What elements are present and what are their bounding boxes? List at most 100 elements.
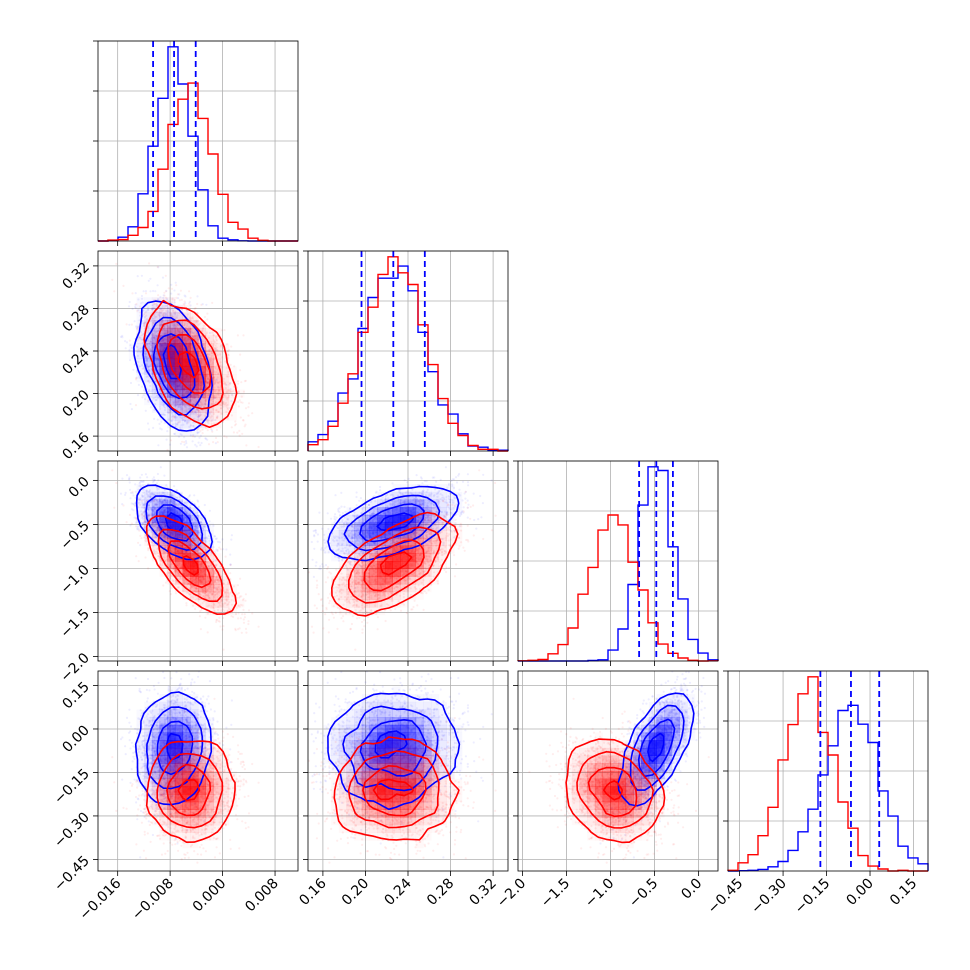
scatter-point bbox=[113, 290, 116, 293]
scatter-point bbox=[183, 393, 186, 396]
scatter-point bbox=[115, 262, 118, 265]
scatter-point bbox=[146, 367, 150, 370]
scatter-point bbox=[198, 355, 201, 358]
scatter-point bbox=[151, 346, 154, 349]
scatter-point bbox=[176, 401, 179, 404]
scatter-point bbox=[200, 441, 203, 445]
scatter-point bbox=[156, 397, 159, 400]
scatter-point bbox=[239, 353, 242, 356]
scatter-point bbox=[155, 330, 158, 333]
histogram-series-1 bbox=[518, 466, 719, 662]
scatter-point bbox=[208, 331, 211, 335]
scatter-point bbox=[171, 415, 174, 418]
scatter-point bbox=[167, 287, 170, 290]
scatter-point bbox=[168, 396, 172, 399]
scatter-point bbox=[177, 399, 180, 402]
scatter-point bbox=[212, 441, 215, 444]
scatter-point bbox=[206, 381, 210, 384]
scatter-point bbox=[163, 413, 166, 417]
scatter-point bbox=[197, 415, 200, 418]
scatter-point bbox=[162, 379, 165, 382]
scatter-point bbox=[194, 394, 197, 397]
scatter-point bbox=[183, 337, 186, 340]
scatter-point bbox=[197, 389, 200, 393]
scatter-point bbox=[163, 405, 166, 408]
scatter-point bbox=[161, 339, 164, 343]
scatter-point bbox=[192, 396, 195, 399]
scatter-point bbox=[164, 392, 167, 395]
scatter-point bbox=[177, 297, 180, 300]
density-cell bbox=[198, 320, 207, 329]
scatter-point bbox=[175, 316, 178, 319]
scatter-point bbox=[164, 290, 168, 293]
scatter-point bbox=[150, 341, 154, 344]
scatter-point bbox=[179, 403, 182, 406]
scatter-point bbox=[159, 307, 163, 310]
scatter-point bbox=[172, 325, 176, 328]
scatter-point bbox=[193, 332, 196, 335]
scatter-point bbox=[170, 287, 174, 290]
density-cell bbox=[159, 304, 168, 313]
scatter-point bbox=[177, 421, 180, 424]
scatter-point bbox=[156, 394, 159, 397]
scatter-point bbox=[163, 409, 167, 412]
scatter-point bbox=[202, 343, 205, 346]
scatter-point bbox=[139, 336, 142, 339]
scatter-point bbox=[145, 362, 149, 365]
scatter-point bbox=[130, 408, 133, 411]
scatter-point bbox=[136, 345, 139, 349]
scatter-point bbox=[150, 344, 153, 347]
scatter-point bbox=[136, 325, 139, 328]
density-cell bbox=[129, 351, 137, 359]
scatter-point bbox=[142, 333, 145, 336]
scatter-point bbox=[155, 352, 158, 355]
scatter-point bbox=[135, 376, 138, 379]
scatter-point bbox=[160, 420, 163, 423]
scatter-point bbox=[142, 324, 145, 328]
scatter-point bbox=[139, 314, 142, 317]
scatter-point bbox=[155, 482, 159, 485]
scatter-point bbox=[153, 328, 156, 332]
scatter-point bbox=[187, 452, 189, 454]
scatter-point bbox=[172, 327, 175, 330]
scatter-point bbox=[155, 359, 158, 362]
scatter-point bbox=[186, 329, 189, 332]
scatter-point bbox=[139, 544, 142, 547]
scatter-point bbox=[150, 372, 153, 375]
scatter-point bbox=[185, 456, 187, 458]
density-cell bbox=[137, 297, 145, 305]
scatter-point bbox=[171, 330, 174, 333]
scatter-point bbox=[192, 394, 195, 397]
scatter-point bbox=[162, 296, 165, 299]
scatter-point bbox=[197, 394, 200, 397]
scatter-point bbox=[179, 326, 182, 329]
scatter-point bbox=[183, 443, 186, 446]
scatter-point bbox=[154, 341, 157, 344]
scatter-point bbox=[156, 363, 160, 366]
scatter-point bbox=[194, 410, 197, 413]
scatter-point bbox=[196, 431, 199, 435]
density-cell bbox=[221, 397, 230, 406]
scatter-point bbox=[147, 325, 150, 328]
scatter-point bbox=[154, 339, 157, 342]
scatter-point bbox=[184, 302, 187, 305]
scatter-point bbox=[213, 382, 216, 385]
scatter-point bbox=[129, 359, 132, 362]
scatter-point bbox=[235, 454, 237, 456]
scatter-point bbox=[164, 312, 167, 315]
scatter-point bbox=[178, 299, 181, 302]
scatter-point bbox=[157, 357, 160, 360]
density-cell bbox=[174, 420, 183, 429]
scatter-point bbox=[145, 358, 148, 361]
scatter-point bbox=[158, 422, 161, 425]
scatter-point bbox=[146, 359, 149, 362]
scatter-point bbox=[151, 356, 154, 359]
scatter-point bbox=[139, 476, 142, 479]
scatter-point bbox=[153, 392, 156, 395]
scatter-point bbox=[195, 445, 198, 448]
scatter-point bbox=[150, 390, 153, 393]
scatter-point bbox=[149, 348, 152, 351]
scatter-point bbox=[188, 399, 191, 402]
scatter-point bbox=[198, 431, 201, 434]
scatter-point bbox=[152, 426, 155, 429]
